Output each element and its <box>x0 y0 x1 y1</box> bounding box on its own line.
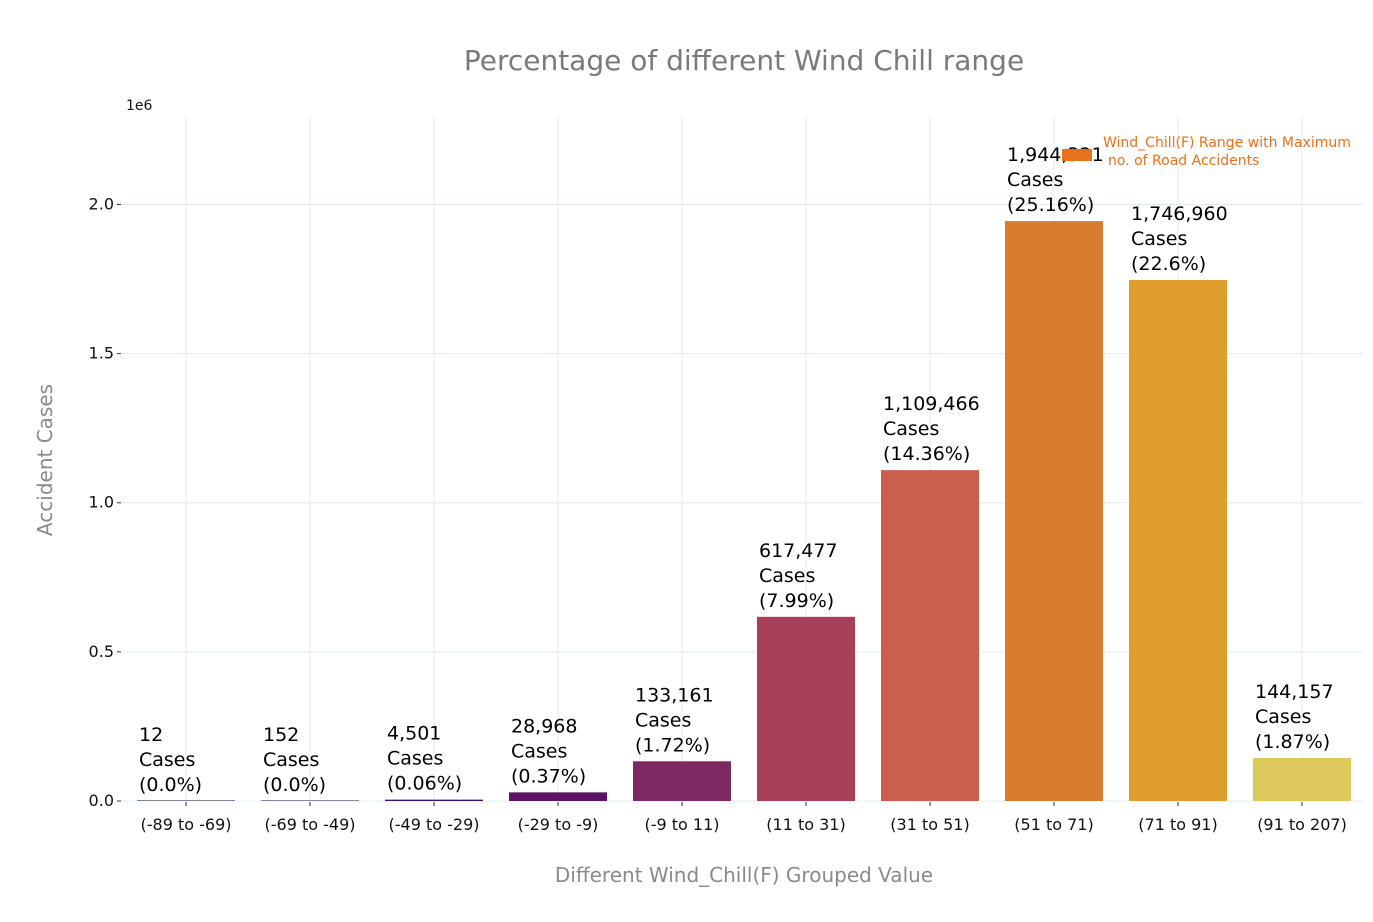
y-axis-offset-label: 1e6 <box>126 98 153 114</box>
axis-ticks: 0.0 0.5 1.0 1.5 2.0 (-89 to -69) (-69 to -49) (… <box>89 194 1347 834</box>
x-tick-label: (-69 to -49) <box>265 815 356 834</box>
data-label-percent: (0.37%) <box>511 765 586 787</box>
bar-2 <box>385 799 483 801</box>
data-label-count: 4,501 <box>387 723 441 745</box>
data-label-count: 133,161 <box>635 684 714 706</box>
data-label-cases: Cases <box>1007 169 1063 191</box>
x-tick-label: (-89 to -69) <box>141 815 232 834</box>
x-tick-label: (-29 to -9) <box>518 815 599 834</box>
x-tick-label: (-49 to -29) <box>389 815 480 834</box>
bar-5 <box>757 616 855 801</box>
bar-7 <box>1005 221 1103 801</box>
data-label-cases: Cases <box>1131 228 1187 250</box>
data-label-percent: (14.36%) <box>883 443 970 465</box>
data-label-percent: (22.6%) <box>1131 253 1206 275</box>
data-label-cases: Cases <box>387 748 443 770</box>
legend-label-line1: Wind_Chill(F) Range with Maximum <box>1103 135 1351 151</box>
y-tick-label: 0.5 <box>89 642 114 661</box>
bar-1 <box>261 800 359 801</box>
data-label-count: 144,157 <box>1255 681 1334 703</box>
data-label-count: 617,477 <box>759 540 838 562</box>
data-label-cases: Cases <box>759 565 815 587</box>
data-label-cases: Cases <box>139 749 195 771</box>
x-tick-label: (91 to 207) <box>1257 815 1347 834</box>
data-label-cases: Cases <box>883 418 939 440</box>
x-tick-label: (71 to 91) <box>1138 815 1217 834</box>
bars <box>137 221 1351 801</box>
data-label-count: 152 <box>263 724 299 746</box>
x-tick-label: (31 to 51) <box>890 815 969 834</box>
y-tick-label: 2.0 <box>89 194 114 213</box>
data-label-percent: (0.0%) <box>139 774 202 796</box>
data-label-percent: (1.72%) <box>635 734 710 756</box>
x-tick-label: (-9 to 11) <box>644 815 719 834</box>
data-labels: 12 Cases (0.0%) 152 Cases (0.0%) 4,501 Cases (0.… <box>139 144 1334 796</box>
legend-label-line2: no. of Road Accidents <box>1108 153 1259 169</box>
y-tick-label: 0.0 <box>89 791 114 810</box>
y-axis-title: Accident Cases <box>33 384 57 536</box>
data-label-count: 28,968 <box>511 715 577 737</box>
bar-6 <box>881 470 979 801</box>
data-label-percent: (7.99%) <box>759 590 834 612</box>
x-tick-label: (11 to 31) <box>766 815 845 834</box>
data-label-count: 12 <box>139 724 163 746</box>
data-label-percent: (1.87%) <box>1255 731 1330 753</box>
chart-title: Percentage of different Wind Chill range <box>464 44 1024 77</box>
bar-3 <box>509 792 607 801</box>
data-label-count: 1,109,466 <box>883 393 980 415</box>
x-tick-label: (51 to 71) <box>1014 815 1093 834</box>
data-label-cases: Cases <box>635 709 691 731</box>
y-tick-label: 1.5 <box>89 344 114 363</box>
data-label-cases: Cases <box>511 740 567 762</box>
x-axis-title: Different Wind_Chill(F) Grouped Value <box>555 863 933 887</box>
bar-9 <box>1253 758 1351 801</box>
bar-0 <box>137 800 235 801</box>
bar-8 <box>1129 279 1227 801</box>
legend: Wind_Chill(F) Range with Maximum no. of … <box>1062 135 1351 169</box>
data-label-percent: (0.06%) <box>387 773 462 795</box>
data-label-percent: (0.0%) <box>263 774 326 796</box>
y-tick-label: 1.0 <box>89 493 114 512</box>
data-label-count: 1,746,960 <box>1131 203 1228 225</box>
data-label-cases: Cases <box>1255 706 1311 728</box>
data-label-percent: (25.16%) <box>1007 194 1094 216</box>
data-label-cases: Cases <box>263 749 319 771</box>
legend-swatch <box>1062 149 1092 161</box>
bar-4 <box>633 761 731 801</box>
